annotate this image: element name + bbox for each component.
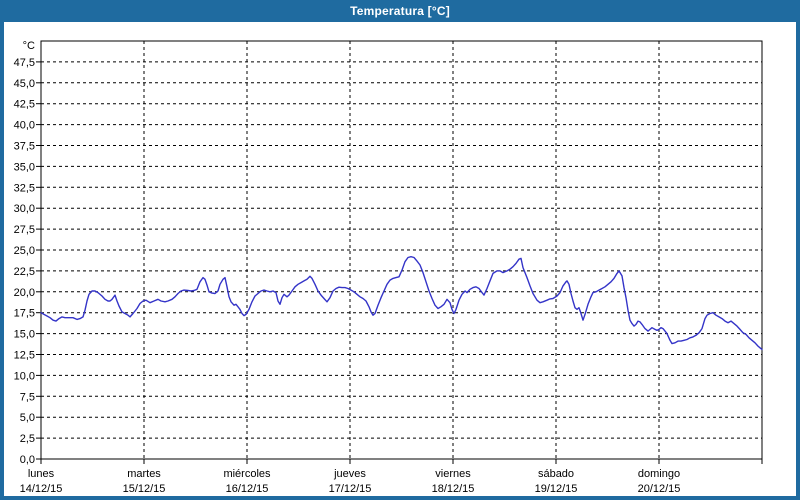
day-label: sábado [538, 468, 574, 480]
y-tick-label: 30,0 [14, 203, 35, 215]
date-label: 18/12/15 [432, 483, 475, 495]
window-title: Temperatura [°C] [350, 4, 450, 18]
y-tick-label: 10,0 [14, 370, 35, 382]
temperature-line [40, 255, 763, 351]
day-label: lunes [28, 468, 55, 480]
plot-border [40, 40, 763, 460]
y-tick-label: 20,0 [14, 287, 35, 299]
y-tick-label: 22,5 [14, 266, 35, 278]
day-label: jueves [333, 468, 366, 480]
date-label: 20/12/15 [638, 483, 681, 495]
day-label: miércoles [223, 468, 271, 480]
y-tick-label: 5,0 [20, 412, 35, 424]
day-label: domingo [638, 468, 680, 480]
day-label: viernes [435, 468, 471, 480]
date-label: 17/12/15 [329, 483, 372, 495]
date-label: 14/12/15 [20, 483, 63, 495]
y-tick-label: 32,5 [14, 182, 35, 194]
y-tick-label: 12,5 [14, 350, 35, 362]
y-tick-label: 25,0 [14, 245, 35, 257]
y-tick-label: 7,5 [20, 391, 35, 403]
date-label: 15/12/15 [123, 483, 166, 495]
y-tick-label: 27,5 [14, 224, 35, 236]
date-label: 16/12/15 [226, 483, 269, 495]
y-tick-label: 47,5 [14, 57, 35, 69]
y-tick-label: 15,0 [14, 329, 35, 341]
y-axis-unit-label: °C [23, 40, 35, 52]
y-tick-label: 2,5 [20, 433, 35, 445]
temperature-chart: 0,0 2,5 5,0 7,5 10,0 12,5 15,0 17,5 20,0 22,5 25,0… [14, 40, 763, 495]
y-tick-label: 37,5 [14, 141, 35, 153]
chart-area: 0,0 2,5 5,0 7,5 10,0 12,5 15,0 17,5 20,0 22,5 25,0… [4, 22, 796, 496]
y-tick-label: 0,0 [20, 454, 35, 466]
y-tick-label: 40,0 [14, 120, 35, 132]
y-tick-label: 45,0 [14, 78, 35, 90]
date-label: 19/12/15 [535, 483, 578, 495]
title-bar: Temperatura [°C] [0, 0, 800, 22]
y-tick-label: 42,5 [14, 99, 35, 111]
y-tick-label: 17,5 [14, 308, 35, 320]
y-tick-label: 35,0 [14, 161, 35, 173]
day-label: martes [127, 468, 161, 480]
